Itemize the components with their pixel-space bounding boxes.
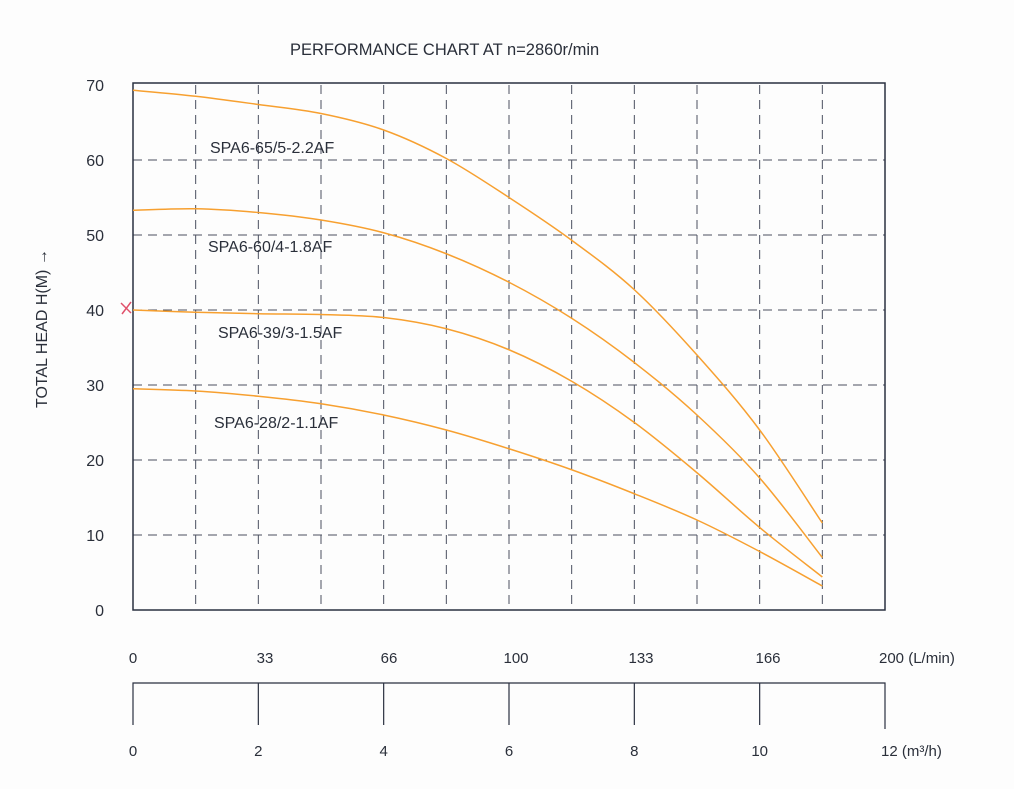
y-tick-label: 30: [86, 378, 104, 395]
y-tick-label: 0: [95, 603, 104, 620]
x-tick-label-lmin: 100: [503, 650, 528, 667]
x-tick-label-lmin: 166: [755, 650, 780, 667]
grid: [133, 85, 885, 610]
y-tick-label: 60: [86, 153, 104, 170]
curve-SPA6-60/4-1.8AF: [132, 207, 823, 558]
x-tick-label-m3h: 12 (m³/h): [881, 743, 942, 760]
x-tick-label-lmin: 66: [381, 650, 398, 667]
y-tick-label: 10: [86, 528, 104, 545]
curve-SPA6-65/5-2.2AF: [132, 89, 823, 524]
y-tick-label: 40: [86, 303, 104, 320]
x-tick-label-m3h: 10: [751, 743, 768, 760]
red-x-mark: [120, 301, 132, 315]
series-label: SPA6-65/5-2.2AF: [210, 140, 334, 157]
y-tick-label: 50: [86, 228, 104, 245]
curves: [132, 89, 823, 587]
series-label: SPA6-39/3-1.5AF: [218, 325, 342, 342]
chart-title: PERFORMANCE CHART AT n=2860r/min: [290, 41, 599, 59]
x-tick-label-lmin: 33: [257, 650, 274, 667]
x-tick-label-lmin: 0: [129, 650, 137, 667]
x-tick-label-m3h: 2: [254, 743, 262, 760]
series-label: SPA6-60/4-1.8AF: [208, 239, 332, 256]
x-tick-label-m3h: 8: [630, 743, 638, 760]
y-axis-label: TOTAL HEAD H(M) →: [34, 249, 51, 408]
y-tick-label: 20: [86, 453, 104, 470]
plot-frame: [132, 82, 886, 611]
x-tick-label-lmin: 200 (L/min): [879, 650, 955, 667]
x-tick-label-m3h: 6: [505, 743, 513, 760]
m3h-axis: 0 2 4 6 8 10 12 (m³/h): [129, 682, 942, 760]
x-tick-label-lmin: 133: [628, 650, 653, 667]
series-label: SPA6-28/2-1.1AF: [214, 415, 338, 432]
x-tick-label-m3h: 0: [129, 743, 137, 760]
x-tick-label-m3h: 4: [379, 743, 387, 760]
curve-SPA6-28/2-1.1AF: [132, 388, 823, 587]
labels: 0 10 20 30 40 50 60 70 PERFORMANCE CHART AT n=28…: [34, 41, 955, 667]
y-tick-label: 70: [86, 78, 104, 95]
curve-SPA6-39/3-1.5AF: [132, 309, 823, 578]
